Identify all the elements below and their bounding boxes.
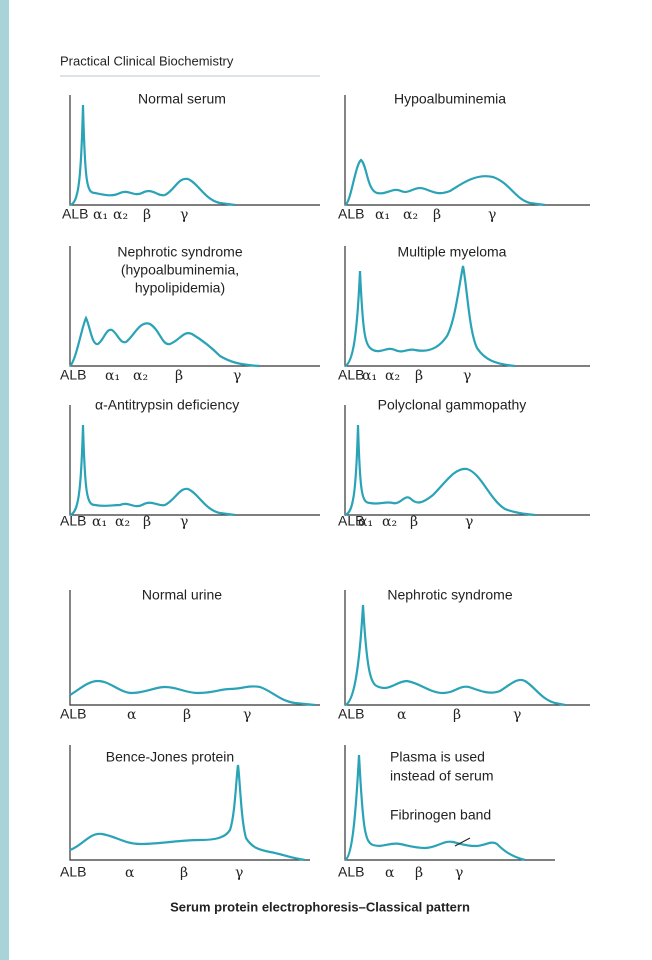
axis-label: γ: [488, 207, 496, 223]
panel: Multiple myeloma ALB α₁ α₂ β γ: [338, 244, 590, 384]
panel-title: Normal serum: [138, 91, 226, 107]
axis-label: α₁: [93, 207, 108, 223]
axis-label: β: [415, 368, 423, 384]
axis-label: β: [433, 207, 441, 223]
axis-label: α₂: [113, 207, 128, 223]
panel-title: Bence-Jones protein: [106, 749, 234, 765]
axis-label: γ: [243, 707, 251, 723]
side-stripe: [0, 0, 9, 960]
axis-label: ALB: [338, 206, 364, 222]
axis-label: ALB: [60, 513, 86, 529]
axis-label: ALB: [60, 367, 86, 383]
axis-label: ALB: [60, 706, 86, 722]
axis-label: ALB: [338, 367, 364, 383]
axis-label: γ: [463, 368, 471, 384]
axis-label: β: [180, 865, 188, 881]
curve: [344, 754, 526, 862]
panel: Plasma is used instead of serum Fibrinog…: [338, 745, 555, 881]
axis-label: α₂: [403, 207, 418, 223]
axis-label: γ: [235, 865, 243, 881]
axis-label: α₁: [375, 207, 390, 223]
curve: [69, 104, 236, 207]
axis-label: α: [385, 865, 395, 881]
axis-label: β: [143, 514, 151, 530]
axis-label: α: [397, 707, 407, 723]
curve: [344, 158, 546, 207]
axis-label: γ: [233, 368, 241, 384]
axis-label: α₂: [115, 514, 130, 530]
axis-label: α: [125, 865, 135, 881]
annotation-arrow: [454, 837, 471, 847]
axis-label: α: [127, 707, 137, 723]
axis-label: β: [415, 865, 423, 881]
axis-label: ALB: [338, 513, 364, 529]
panel-title: instead of serum: [390, 768, 494, 784]
panel-title: Nephrotic syndrome: [387, 587, 512, 603]
axis-label: γ: [180, 207, 188, 223]
axis-label: β: [410, 514, 418, 530]
axis-label: α₁: [92, 514, 107, 530]
axis: [69, 405, 320, 516]
axis-label: α₁: [358, 514, 373, 530]
axis: [69, 745, 310, 861]
panel-title: α-Antitrypsin deficiency: [95, 397, 239, 413]
curve: [69, 315, 261, 368]
panel: Normal serum ALB α₁ α₂ β γ: [62, 91, 320, 223]
axis-label: α₂: [385, 368, 400, 384]
curve: [69, 679, 316, 707]
panel-title: Polyclonal gammopathy: [378, 397, 527, 413]
panel-title: hypolipidemia): [135, 280, 225, 296]
panel-title: Nephrotic syndrome: [117, 244, 242, 260]
axis: [344, 95, 590, 206]
annotation: Fibrinogen band: [390, 807, 491, 823]
panel: Bence-Jones protein ALB α β γ: [60, 745, 310, 881]
panel: Hypoalbuminemia ALB α₁ α₂ β γ: [338, 91, 590, 223]
panel: Nephrotic syndrome (hypoalbuminemia, hyp…: [60, 244, 320, 384]
axis-label: α₂: [382, 514, 397, 530]
curve: [344, 265, 516, 368]
curve: [344, 604, 566, 707]
panel-title: Normal urine: [142, 587, 222, 603]
axis-label: α₂: [133, 368, 148, 384]
panel: α-Antitrypsin deficiency ALB α₁ α₂ β γ: [60, 397, 320, 530]
curve: [344, 424, 536, 517]
panel-title: Hypoalbuminemia: [394, 91, 506, 107]
caption: Serum protein electrophoresis–Classical …: [170, 899, 470, 914]
axis-label: γ: [513, 707, 521, 723]
axis-label: α₁: [362, 368, 377, 384]
axis-label: β: [453, 707, 461, 723]
axis-label: α₁: [105, 368, 120, 384]
panel-title: (hypoalbuminemia,: [121, 262, 239, 278]
curve: [69, 764, 306, 862]
axis-label: ALB: [60, 864, 86, 880]
axis-label: ALB: [338, 864, 364, 880]
axis-label: ALB: [62, 206, 88, 222]
axis-label: γ: [455, 865, 463, 881]
axis-label: γ: [180, 514, 188, 530]
axis: [69, 590, 320, 706]
curve: [69, 424, 236, 517]
panel-title: Plasma is used: [390, 749, 485, 765]
axis-label: ALB: [338, 706, 364, 722]
axis: [69, 95, 320, 206]
panel: Normal urine ALB α β γ: [60, 587, 320, 723]
panel: Polyclonal gammopathy ALB α₁ α₂ β γ: [338, 397, 590, 530]
header-title: Practical Clinical Biochemistry: [60, 53, 234, 68]
panel-title: Multiple myeloma: [398, 244, 507, 260]
axis-label: β: [175, 368, 183, 384]
panel: Nephrotic syndrome ALB α β γ: [338, 587, 590, 723]
axis-label: β: [143, 207, 151, 223]
axis: [344, 405, 590, 516]
axis-label: β: [183, 707, 191, 723]
axis-label: γ: [465, 514, 473, 530]
